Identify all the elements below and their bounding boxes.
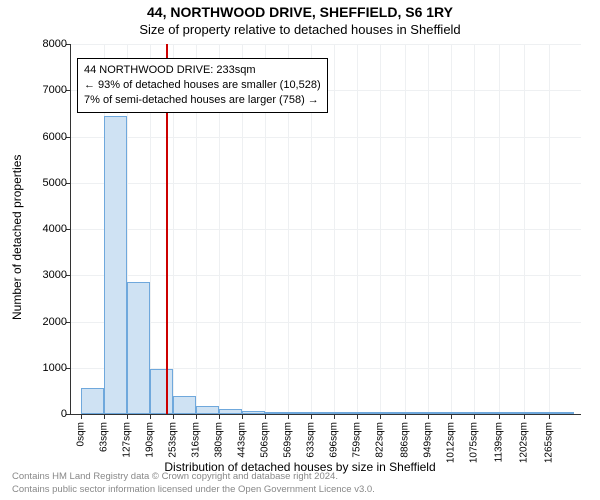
x-tick (357, 414, 358, 419)
histogram-bar (150, 369, 173, 414)
x-tick (265, 414, 266, 419)
x-tick-label: 1265sqm (544, 422, 555, 463)
x-tick (219, 414, 220, 419)
histogram-bar (219, 409, 242, 414)
histogram-bar (288, 412, 311, 414)
x-tick-label: 63sqm (99, 422, 110, 452)
y-tick-label: 1000 (27, 362, 67, 374)
x-gridline (405, 44, 406, 414)
histogram-bar (524, 412, 549, 414)
x-tick (405, 414, 406, 419)
histogram-bar (196, 406, 219, 414)
chart-subtitle: Size of property relative to detached ho… (0, 22, 600, 37)
x-tick-label: 316sqm (191, 422, 202, 458)
histogram-bar (474, 412, 499, 414)
x-gridline (357, 44, 358, 414)
x-tick-label: 759sqm (352, 422, 363, 458)
histogram-bar (357, 412, 380, 414)
x-tick (242, 414, 243, 419)
x-tick (499, 414, 500, 419)
y-tick-label: 4000 (27, 223, 67, 235)
x-tick-label: 569sqm (283, 422, 294, 458)
x-gridline (428, 44, 429, 414)
histogram-bar (499, 412, 524, 414)
histogram-bar (104, 116, 127, 414)
info-line-3: 7% of semi-detached houses are larger (7… (84, 93, 321, 108)
info-box: 44 NORTHWOOD DRIVE: 233sqm← 93% of detac… (77, 58, 328, 113)
x-tick-label: 380sqm (214, 422, 225, 458)
histogram-bar (451, 412, 474, 414)
histogram-bar (242, 411, 265, 414)
x-tick-label: 633sqm (306, 422, 317, 458)
y-tick-label: 6000 (27, 131, 67, 143)
y-tick-label: 0 (27, 408, 67, 420)
histogram-bar (81, 388, 104, 414)
y-axis-title: Number of detached properties (10, 155, 24, 320)
x-gridline (380, 44, 381, 414)
y-tick-label: 3000 (27, 269, 67, 281)
info-line-2: ← 93% of detached houses are smaller (10… (84, 78, 321, 93)
x-tick (428, 414, 429, 419)
x-tick-label: 696sqm (329, 422, 340, 458)
plot-area: 0100020003000400050006000700080000sqm63s… (70, 44, 581, 415)
histogram-bar (334, 412, 357, 414)
x-tick (104, 414, 105, 419)
x-tick-label: 506sqm (260, 422, 271, 458)
x-tick-label: 822sqm (375, 422, 386, 458)
x-tick (474, 414, 475, 419)
x-tick (196, 414, 197, 419)
info-line-1: 44 NORTHWOOD DRIVE: 233sqm (84, 63, 321, 78)
y-gridline (71, 275, 581, 276)
y-gridline (71, 44, 581, 45)
chart-container: 44, NORTHWOOD DRIVE, SHEFFIELD, S6 1RY S… (0, 0, 600, 500)
histogram-bar (311, 412, 334, 414)
histogram-bar (428, 412, 451, 414)
footer-line-2: Contains public sector information licen… (12, 484, 375, 496)
x-tick (549, 414, 550, 419)
x-gridline (549, 44, 550, 414)
histogram-bar (380, 412, 405, 414)
histogram-bar (173, 396, 196, 414)
x-gridline (499, 44, 500, 414)
x-tick-label: 1202sqm (519, 422, 530, 463)
histogram-bar (265, 412, 288, 414)
histogram-bar (405, 412, 428, 414)
x-gridline (334, 44, 335, 414)
x-tick-label: 1139sqm (494, 422, 505, 462)
x-gridline (474, 44, 475, 414)
y-tick-label: 2000 (27, 316, 67, 328)
histogram-bar (549, 412, 574, 414)
x-tick-label: 253sqm (168, 422, 179, 458)
footer-line-1: Contains HM Land Registry data © Crown c… (12, 471, 375, 483)
x-tick (524, 414, 525, 419)
y-tick-label: 5000 (27, 177, 67, 189)
x-tick-label: 127sqm (122, 422, 133, 458)
x-tick (288, 414, 289, 419)
chart-title: 44, NORTHWOOD DRIVE, SHEFFIELD, S6 1RY (0, 4, 600, 20)
x-tick-label: 443sqm (237, 422, 248, 458)
x-tick-label: 0sqm (76, 422, 87, 446)
y-gridline (71, 229, 581, 230)
x-tick-label: 949sqm (423, 422, 434, 458)
x-tick (81, 414, 82, 419)
x-tick-label: 190sqm (145, 422, 156, 458)
x-tick (311, 414, 312, 419)
x-tick (150, 414, 151, 419)
x-tick (173, 414, 174, 419)
x-tick-label: 1012sqm (446, 422, 457, 463)
x-tick-label: 886sqm (400, 422, 411, 458)
histogram-bar (127, 282, 150, 414)
y-gridline (71, 137, 581, 138)
y-gridline (71, 183, 581, 184)
y-tick-label: 8000 (27, 38, 67, 50)
x-gridline (524, 44, 525, 414)
x-gridline (451, 44, 452, 414)
footer-attribution: Contains HM Land Registry data © Crown c… (12, 471, 375, 496)
x-tick (451, 414, 452, 419)
y-tick-label: 7000 (27, 84, 67, 96)
x-tick-label: 1075sqm (469, 422, 480, 463)
x-tick (334, 414, 335, 419)
x-tick (127, 414, 128, 419)
x-tick (380, 414, 381, 419)
